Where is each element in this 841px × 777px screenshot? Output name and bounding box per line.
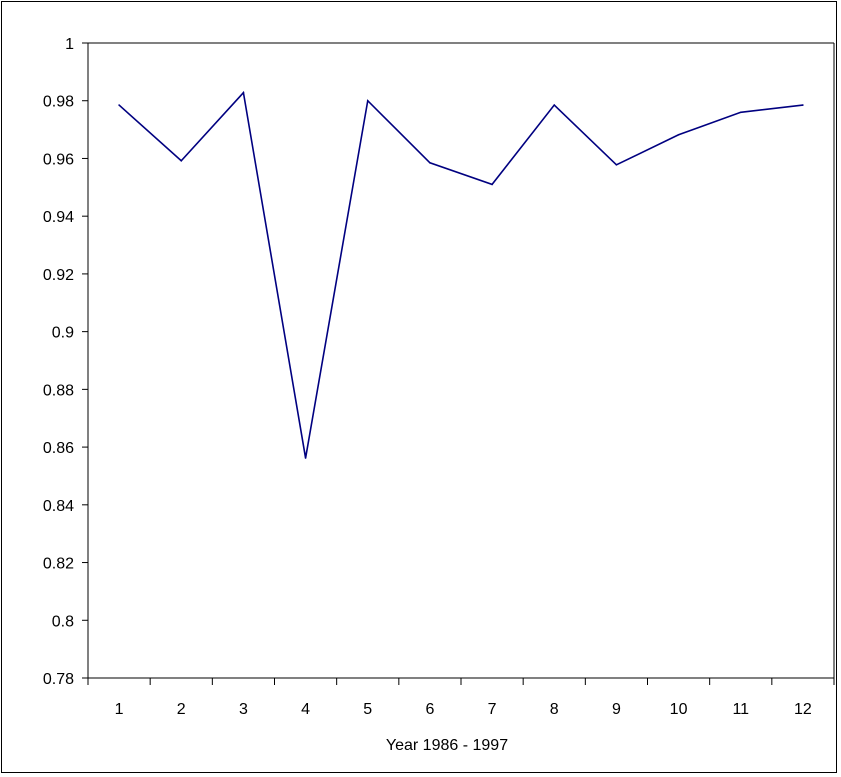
x-tick-label: 3 bbox=[239, 701, 248, 718]
x-tick-label: 4 bbox=[301, 701, 310, 718]
series-line-1 bbox=[118, 90, 804, 459]
x-tick-label: 10 bbox=[670, 701, 688, 718]
x-tick-label: 9 bbox=[612, 701, 621, 718]
x-axis-title: Year 1986 - 1997 bbox=[386, 737, 508, 754]
y-tick-label: 0.84 bbox=[43, 498, 74, 515]
data-point bbox=[304, 457, 307, 459]
data-point bbox=[180, 159, 183, 162]
data-point bbox=[429, 161, 431, 164]
series-line-group bbox=[118, 90, 804, 459]
y-tick-label: 0.96 bbox=[43, 151, 74, 168]
data-point bbox=[615, 164, 618, 166]
data-point bbox=[553, 104, 556, 106]
x-tick-label: 2 bbox=[177, 701, 186, 718]
y-tick-labels: 0.78 0.8 0.82 0.84 0.86 0.88 0.9 0.92 0.94 0.96 0.… bbox=[43, 36, 74, 688]
data-point bbox=[242, 91, 245, 94]
data-point bbox=[118, 104, 120, 106]
y-tick-label: 0.9 bbox=[52, 325, 74, 342]
y-tick-label: 0.88 bbox=[43, 382, 74, 399]
y-tick-label: 0.94 bbox=[43, 209, 74, 226]
x-tick-label: 12 bbox=[794, 701, 812, 718]
y-tick-label: 0.86 bbox=[43, 440, 74, 457]
data-point bbox=[677, 133, 680, 136]
data-point bbox=[366, 99, 369, 102]
y-tick-label: 0.82 bbox=[43, 556, 74, 573]
y-tick-label: 1 bbox=[65, 36, 74, 53]
x-tick-label: 6 bbox=[425, 701, 434, 718]
y-tick-label: 0.78 bbox=[43, 671, 74, 688]
x-tick-label: 1 bbox=[115, 701, 124, 718]
x-tick-label: 7 bbox=[488, 701, 497, 718]
x-tick-label: 5 bbox=[363, 701, 372, 718]
y-tick-label: 0.98 bbox=[43, 94, 74, 111]
data-point bbox=[739, 111, 742, 114]
data-point bbox=[491, 183, 493, 186]
y-tick-label: 0.92 bbox=[43, 267, 74, 284]
x-tick-labels: 1 2 3 4 5 6 7 8 9 10 11 12 bbox=[115, 701, 812, 718]
data-point bbox=[802, 104, 804, 106]
y-tick-label: 0.8 bbox=[52, 613, 74, 630]
x-tick-label: 11 bbox=[732, 701, 749, 718]
x-tick-label: 8 bbox=[550, 701, 559, 718]
axes bbox=[82, 42, 835, 685]
